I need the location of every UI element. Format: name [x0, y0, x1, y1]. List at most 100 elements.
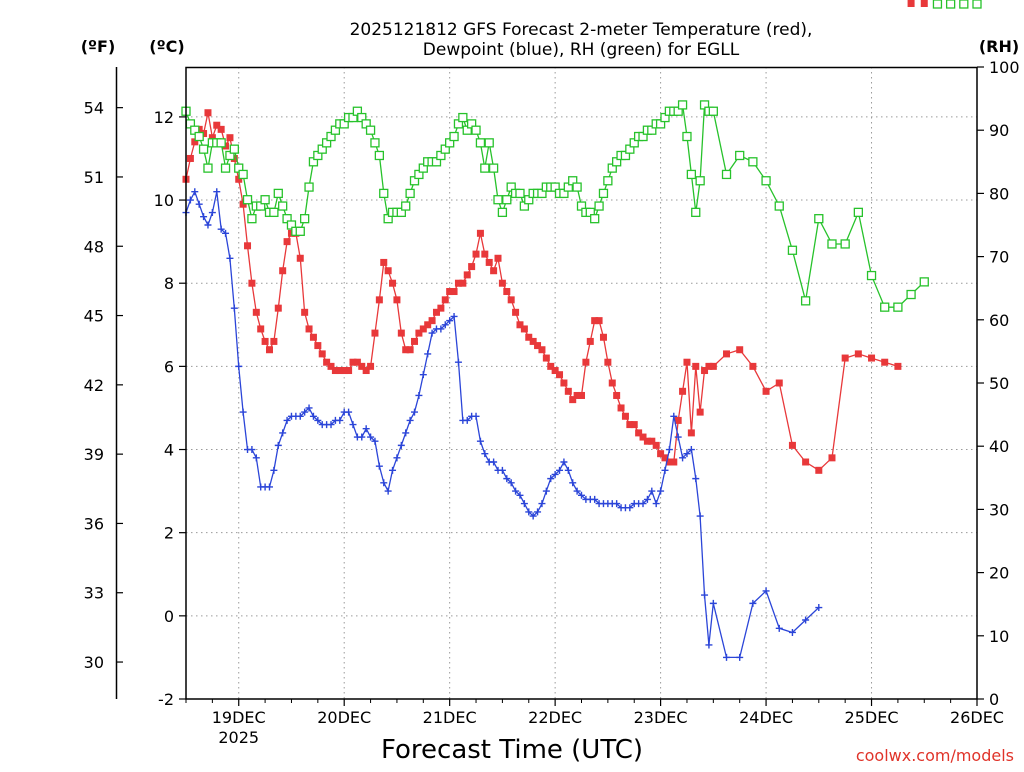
temperature-point [252, 308, 260, 316]
dewpoint-point [226, 254, 234, 262]
temperature-point [362, 367, 370, 375]
celsius-tick-label: 2 [164, 524, 174, 543]
rh-point [488, 163, 499, 173]
temperature-point [468, 263, 476, 271]
dewpoint-point [701, 591, 709, 599]
temperature-point [556, 371, 564, 379]
temperature-point [349, 358, 357, 366]
dewpoint-point [415, 391, 423, 399]
temperature-point [630, 421, 638, 429]
dewpoint-point [643, 495, 651, 503]
rh-point [220, 163, 231, 173]
temperature-point [696, 408, 704, 416]
rh-point [247, 214, 257, 224]
rh-point [198, 144, 209, 154]
temperature-point [854, 350, 862, 358]
x-tick-sublabel: 2025 [218, 728, 259, 747]
temperature-point [301, 308, 309, 316]
fahrenheit-tick-label: 36 [84, 514, 104, 533]
dewpoint-line [185, 190, 820, 659]
rh-point [304, 182, 314, 192]
dewpoint-point [815, 604, 823, 612]
rh-point [598, 188, 609, 199]
dewpoint-point [371, 437, 379, 445]
dewpoint-point [657, 487, 665, 495]
fahrenheit-tick-label: 30 [84, 653, 104, 672]
rh-point [269, 207, 279, 218]
dewpoint-point [265, 483, 273, 491]
rh-point [493, 195, 503, 205]
rh-point [295, 226, 305, 236]
dewpoint-point [195, 200, 203, 208]
dewpoint-point [336, 416, 344, 424]
dewpoint-point [749, 599, 757, 607]
fahrenheit-tick-label: 48 [84, 237, 104, 256]
temperature-point [367, 362, 375, 370]
rh-point [278, 201, 288, 211]
dewpoint-point [639, 500, 647, 508]
rh-tick-label: 80 [989, 184, 1009, 203]
dewpoint-point [564, 466, 572, 474]
temperature-point [397, 329, 405, 337]
rh-point [945, 0, 956, 9]
temperature-point [749, 362, 757, 370]
rh-point [242, 195, 253, 205]
rh-point [216, 138, 226, 148]
dewpoint-point [419, 371, 427, 379]
temperature-point [318, 350, 326, 358]
rh-point [774, 201, 784, 211]
temperature-point [494, 254, 502, 262]
temperature-point [265, 346, 273, 354]
rh-point [972, 0, 982, 9]
temperature-point [648, 437, 656, 445]
temperature-point [507, 296, 515, 304]
rh-point [471, 125, 481, 135]
dewpoint-point [490, 458, 498, 466]
temperature-point [446, 288, 454, 296]
rh-line [185, 102, 925, 308]
temperature-point [309, 333, 317, 341]
dewpoint-point [520, 500, 528, 508]
temperature-point [709, 362, 717, 370]
rh-point [401, 201, 411, 211]
rh-point [260, 195, 270, 205]
rh-point [800, 296, 811, 306]
temperature-point [353, 358, 361, 366]
temperature-point [788, 441, 796, 449]
dewpoint-point [305, 404, 313, 412]
celsius-unit-label: (ºC) [149, 37, 184, 56]
dewpoint-point [424, 350, 432, 358]
temperature-point [336, 367, 344, 375]
temperature-point [213, 121, 221, 129]
rh-point [686, 169, 697, 180]
rh-point [853, 207, 863, 218]
temperature-point [261, 337, 269, 345]
temperature-point [920, 0, 928, 7]
dewpoint-point [476, 437, 484, 445]
dewpoint-point [481, 450, 489, 458]
chart-title-line1: 2025121812 GFS Forecast 2-meter Temperat… [350, 20, 813, 40]
dewpoint-point [762, 587, 770, 595]
rh-point [919, 277, 929, 287]
temperature-point [472, 250, 480, 258]
temperature-point [490, 267, 498, 275]
dewpoint-point [683, 450, 691, 458]
dewpoint-point [463, 416, 471, 424]
temperature-point [389, 279, 397, 287]
rh-series [181, 0, 982, 312]
dewpoint-point [437, 325, 445, 333]
dewpoint-point [248, 446, 256, 454]
dewpoint-point [441, 321, 449, 329]
rh-point [814, 214, 824, 224]
rh-point [497, 207, 508, 218]
temperature-point [604, 358, 612, 366]
rh-point [484, 138, 494, 148]
temperature-point [340, 367, 348, 375]
dewpoint-point [367, 433, 375, 441]
temperature-point [419, 325, 427, 333]
rh-point [708, 106, 718, 116]
temperature-point [595, 317, 603, 325]
dewpoint-point [274, 441, 282, 449]
